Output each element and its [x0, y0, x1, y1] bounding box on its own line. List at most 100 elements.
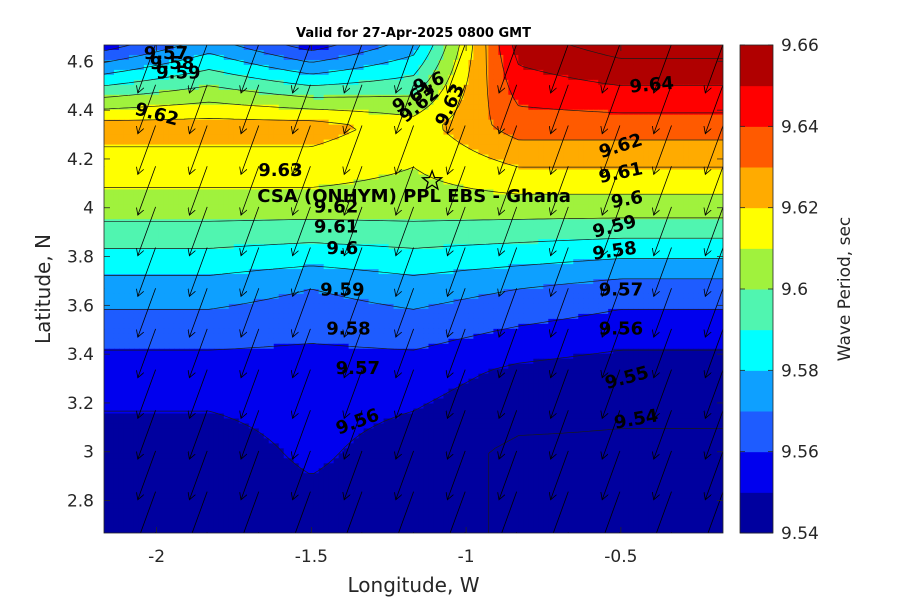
contour-cell: [553, 45, 559, 51]
contour-cell: [198, 94, 205, 101]
contour-cell: [258, 79, 265, 86]
contour-cell: [498, 64, 504, 71]
contour-cell: [658, 124, 664, 131]
contour-cell: [253, 204, 260, 210]
contour-cell: [533, 69, 539, 76]
contour-cell: [668, 99, 674, 106]
contour-cell: [258, 129, 265, 136]
contour-cell: [213, 129, 220, 136]
contour-cell: [133, 134, 140, 141]
contour-cell: [688, 59, 694, 66]
contour-cell: [578, 184, 584, 191]
contour-cell: [483, 239, 489, 245]
contour-cell: [633, 184, 639, 191]
contour-cell: [518, 54, 524, 61]
contour-cell: [493, 214, 499, 220]
contour-cell: [363, 129, 370, 136]
contour-cell: [503, 84, 509, 91]
contour-cell: [153, 169, 160, 176]
contour-cell: [393, 139, 400, 146]
contour-cell: [308, 199, 315, 205]
contour-cell: [453, 134, 460, 141]
contour-cell: [143, 45, 150, 51]
contour-cell: [388, 179, 395, 186]
contour-cell: [443, 179, 450, 186]
contour-cell: [658, 159, 664, 166]
contour-cell: [358, 45, 365, 51]
contour-cell: [153, 114, 160, 121]
contour-cell: [573, 84, 579, 91]
contour-cell: [183, 69, 190, 76]
contour-cell: [633, 194, 639, 200]
contour-cell: [128, 169, 135, 176]
contour-cell: [298, 239, 305, 245]
contour-cell: [368, 69, 375, 76]
contour-cell: [118, 169, 125, 176]
contour-cell: [533, 64, 539, 71]
contour-cell: [238, 99, 245, 106]
contour-cell: [243, 149, 250, 156]
contour-cell: [378, 209, 385, 215]
contour-cell: [533, 154, 539, 161]
contour-cell: [683, 119, 689, 126]
contour-cell: [223, 169, 230, 176]
contour-cell: [538, 109, 544, 116]
contour-cell: [348, 124, 355, 131]
contour-cell: [163, 45, 170, 51]
contour-cell: [678, 45, 684, 51]
contour-cell: [208, 229, 215, 235]
contour-cell: [573, 64, 579, 71]
contour-cell: [173, 139, 180, 146]
contour-cell: [378, 124, 385, 131]
contour-cell: [148, 104, 155, 111]
contour-cell: [708, 119, 714, 126]
contour-cell: [118, 209, 125, 215]
contour-cell: [403, 229, 410, 235]
contour-cell: [673, 49, 679, 56]
contour-cell: [713, 239, 719, 245]
contour-cell: [623, 229, 629, 235]
contour-cell: [408, 104, 415, 111]
contour-cell: [628, 179, 634, 186]
contour-cell: [303, 119, 310, 126]
contour-cell: [118, 139, 125, 146]
contour-cell: [643, 219, 649, 225]
contour-cell: [428, 234, 435, 240]
contour-cell: [348, 114, 355, 121]
contour-cell: [573, 79, 579, 86]
contour-cell: [583, 79, 589, 86]
contour-cell: [163, 174, 170, 181]
contour-cell: [208, 224, 215, 230]
contour-cell: [573, 234, 579, 240]
contour-cell: [688, 89, 694, 96]
contour-cell: [478, 79, 484, 86]
contour-cell: [458, 74, 465, 81]
contour-cell: [473, 74, 479, 81]
contour-cell: [683, 159, 689, 166]
contour-cell: [104, 154, 110, 161]
contour-cell: [278, 194, 285, 200]
contour-cell: [188, 189, 195, 195]
contour-cell: [458, 119, 465, 126]
contour-cell: [553, 59, 559, 66]
contour-cell: [603, 139, 609, 146]
contour-cell: [318, 109, 325, 116]
contour-cell: [213, 174, 220, 181]
contour-cell: [718, 149, 723, 156]
contour-cell: [478, 149, 484, 156]
contour-cell: [104, 54, 110, 61]
contour-cell: [258, 169, 265, 176]
contour-cell: [573, 214, 579, 220]
contour-cell: [198, 104, 205, 111]
contour-cell: [228, 189, 235, 195]
contour-cell: [523, 194, 529, 200]
contour-cell: [533, 229, 539, 235]
contour-cell: [203, 239, 210, 245]
contour-cell: [163, 159, 170, 166]
contour-cell: [223, 174, 230, 181]
contour-cell: [298, 89, 305, 96]
contour-cell: [383, 239, 390, 245]
contour-cell: [123, 224, 130, 230]
contour-cell: [168, 139, 175, 146]
contour-cell: [388, 99, 395, 106]
